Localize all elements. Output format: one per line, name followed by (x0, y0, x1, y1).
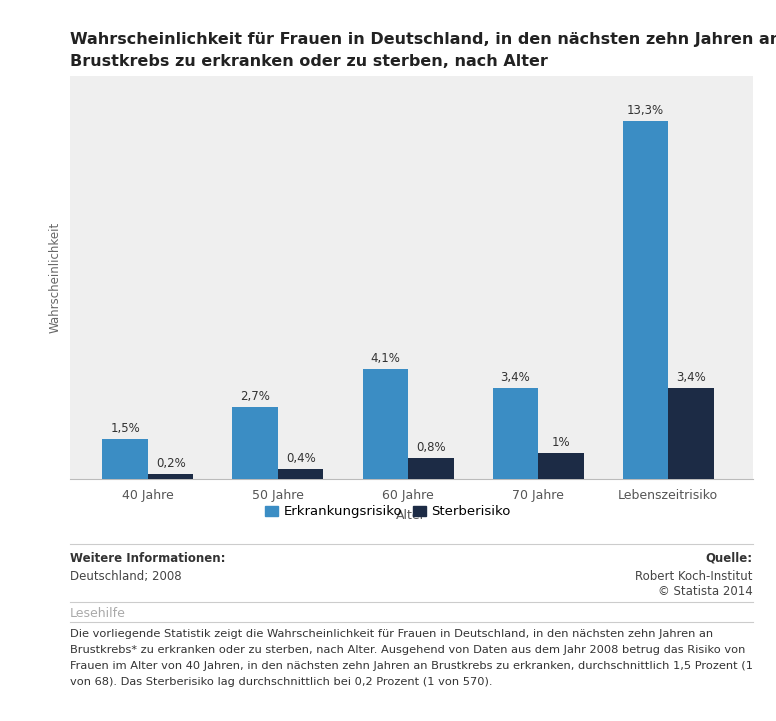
Text: 3,4%: 3,4% (676, 371, 706, 384)
Text: © Statista 2014: © Statista 2014 (658, 585, 753, 598)
Text: Robert Koch-Institut: Robert Koch-Institut (636, 570, 753, 583)
X-axis label: Alter: Alter (397, 509, 426, 522)
Text: Deutschland; 2008: Deutschland; 2008 (70, 570, 182, 583)
Bar (148, 474, 193, 479)
Text: 0,4%: 0,4% (286, 451, 316, 464)
Bar (408, 458, 453, 479)
Text: Quelle:: Quelle: (705, 552, 753, 565)
Bar (233, 407, 278, 479)
Text: 0,8%: 0,8% (416, 441, 445, 454)
Text: 1%: 1% (552, 435, 570, 448)
Bar (278, 469, 324, 479)
Text: Lesehilfe: Lesehilfe (70, 607, 126, 620)
Text: 4,1%: 4,1% (370, 352, 400, 365)
Text: 3,4%: 3,4% (501, 371, 530, 384)
Text: 2,7%: 2,7% (241, 390, 270, 403)
Text: Brustkrebs zu erkranken oder zu sterben, nach Alter: Brustkrebs zu erkranken oder zu sterben,… (70, 54, 548, 69)
Legend: Erkrankungsrisiko, Sterberisiko: Erkrankungsrisiko, Sterberisiko (265, 505, 511, 518)
Text: 0,2%: 0,2% (156, 457, 185, 470)
Text: 1,5%: 1,5% (110, 422, 140, 435)
Bar (538, 453, 584, 479)
Bar (622, 121, 668, 479)
Text: Wahrscheinlichkeit für Frauen in Deutschland, in den nächsten zehn Jahren an: Wahrscheinlichkeit für Frauen in Deutsch… (70, 32, 776, 48)
Bar (362, 369, 408, 479)
Text: 13,3%: 13,3% (627, 105, 664, 118)
Text: Die vorliegende Statistik zeigt die Wahrscheinlichkeit für Frauen in Deutschland: Die vorliegende Statistik zeigt die Wahr… (70, 629, 753, 686)
Bar (668, 388, 714, 479)
Bar (102, 439, 148, 479)
Bar (493, 388, 538, 479)
Text: Weitere Informationen:: Weitere Informationen: (70, 552, 225, 565)
Y-axis label: Wahrscheinlichkeit: Wahrscheinlichkeit (49, 222, 61, 333)
